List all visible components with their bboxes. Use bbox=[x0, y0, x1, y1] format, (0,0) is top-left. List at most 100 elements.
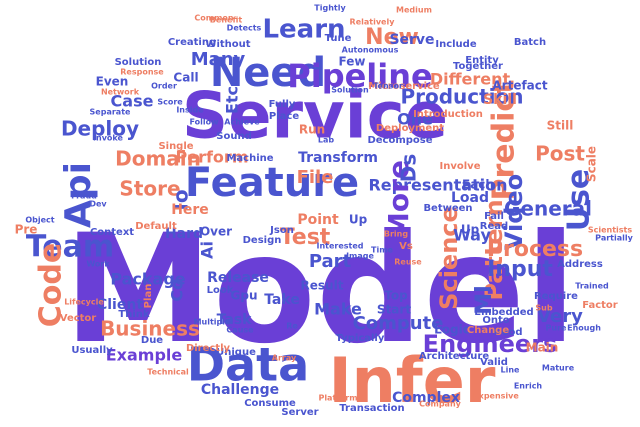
word-autonomous: Autonomous bbox=[342, 46, 399, 55]
word-default: Default bbox=[135, 221, 177, 232]
word-fully: Fully bbox=[269, 99, 296, 110]
word-here: Here bbox=[171, 202, 209, 218]
word-logic: Logic bbox=[434, 323, 470, 337]
word-transaction: Transaction bbox=[339, 403, 404, 414]
word-call: Call bbox=[173, 71, 198, 85]
word-follow: Follow bbox=[189, 118, 219, 127]
word-input: Input bbox=[487, 257, 553, 282]
word-solution: Solution bbox=[115, 57, 162, 68]
word-learn: Learn bbox=[262, 15, 345, 45]
word-order: Order bbox=[151, 82, 177, 91]
word-detects: Detects bbox=[227, 24, 262, 33]
word-run: Run bbox=[299, 123, 325, 137]
word-ds: Ds bbox=[397, 154, 421, 183]
word-cd: Cd bbox=[168, 278, 187, 301]
word-case: Case bbox=[111, 92, 154, 111]
word-benefit: Benefit bbox=[210, 16, 243, 25]
word-company: Company bbox=[419, 400, 462, 409]
word-onto: Onto bbox=[482, 315, 509, 326]
word-plan: Plan bbox=[143, 284, 154, 309]
word-compute: Compute bbox=[353, 313, 444, 334]
word-many: Many bbox=[191, 49, 246, 70]
word-cause: Cause bbox=[226, 326, 254, 335]
word-technical: Technical bbox=[147, 368, 189, 377]
word-between: Between bbox=[423, 203, 472, 214]
word-make: Make bbox=[314, 300, 362, 319]
word-include: Include bbox=[435, 39, 476, 50]
word-pre: Pre bbox=[15, 223, 38, 237]
word-up: Up bbox=[349, 213, 368, 227]
word-skill: Skill bbox=[483, 92, 517, 108]
word-fraud: Fraud bbox=[71, 192, 97, 201]
word-decompose: Decompose bbox=[367, 135, 432, 146]
word-infer: Infer bbox=[329, 344, 496, 417]
word-api: Api bbox=[58, 162, 99, 228]
word-json: Json bbox=[269, 225, 294, 236]
word-enough: Enough bbox=[567, 324, 601, 333]
word-way: Way bbox=[453, 226, 491, 245]
word-require: Require bbox=[534, 291, 578, 302]
word-interested: Interested bbox=[316, 242, 363, 251]
word-test: Test bbox=[280, 225, 331, 250]
word-read: Read bbox=[480, 221, 508, 232]
word-network: Network bbox=[101, 88, 140, 97]
word-predict: Predict bbox=[487, 79, 522, 200]
word-new: New bbox=[365, 25, 419, 50]
word-work: Work bbox=[86, 260, 110, 269]
word-deploy: Deploy bbox=[61, 117, 139, 141]
word-sound: Sound bbox=[216, 131, 251, 142]
word-architecture: Architecture bbox=[419, 351, 489, 362]
word-result: Result bbox=[301, 279, 344, 293]
word-main: Main bbox=[526, 341, 559, 355]
word-involve: Involve bbox=[440, 161, 481, 172]
word-address: Address bbox=[557, 259, 603, 270]
word-more: More bbox=[382, 160, 415, 240]
word-ml: Ml bbox=[472, 285, 497, 314]
word-valid: Valid bbox=[480, 357, 508, 368]
word-consume: Consume bbox=[244, 398, 296, 409]
word-scientists: Scientists bbox=[588, 226, 633, 235]
word-server: Server bbox=[281, 407, 318, 418]
word-hard: Hard bbox=[165, 226, 203, 242]
word-mature: Mature bbox=[542, 364, 575, 373]
word-common: Common bbox=[194, 14, 234, 23]
word-directly: Directly bbox=[186, 343, 231, 354]
word-etc: Etc bbox=[223, 86, 242, 114]
word-example: Example bbox=[106, 346, 183, 365]
word-part: Part bbox=[309, 251, 352, 272]
word-package: Package bbox=[110, 270, 185, 289]
word-scale: Scale bbox=[585, 146, 599, 182]
word-still: Still bbox=[547, 119, 574, 133]
word-vs: Vs bbox=[399, 241, 413, 252]
word-take: Take bbox=[264, 292, 300, 308]
word-tune: Tune bbox=[325, 33, 352, 44]
word-video: Video bbox=[500, 174, 528, 250]
word-start: Start bbox=[377, 303, 411, 317]
word-challenge: Challenge bbox=[201, 382, 279, 398]
word-lifecycle: Lifecycle bbox=[64, 298, 104, 307]
word-inside: Inside bbox=[176, 106, 204, 115]
word-vector: Vector bbox=[60, 313, 97, 324]
word-very: Very bbox=[537, 306, 583, 327]
word-separate: Separate bbox=[90, 108, 131, 117]
word-time: Time bbox=[371, 246, 394, 255]
word-general: General bbox=[504, 197, 592, 221]
word-image: Image bbox=[346, 252, 374, 261]
word-look: Look bbox=[207, 285, 234, 296]
word-complex: Complex bbox=[392, 390, 460, 406]
word-bring: Bring bbox=[384, 230, 408, 239]
word-microservice: Microservice bbox=[368, 81, 440, 92]
word-data: Data bbox=[187, 338, 309, 392]
word-engineers: Engineers bbox=[423, 330, 558, 358]
word-trained: Trained bbox=[575, 282, 609, 291]
word-lab: Lab bbox=[318, 136, 334, 145]
word-batch: Batch bbox=[514, 37, 546, 48]
word-reuse: Reuse bbox=[394, 258, 422, 267]
word-re: Re bbox=[286, 322, 298, 331]
word-store: Store bbox=[119, 177, 180, 201]
word-partially: Partially bbox=[595, 234, 633, 243]
word-science: Science bbox=[435, 206, 463, 310]
word-usually: Usually bbox=[71, 345, 113, 356]
word-response: Response bbox=[120, 68, 164, 77]
word-up: Up bbox=[461, 223, 480, 237]
